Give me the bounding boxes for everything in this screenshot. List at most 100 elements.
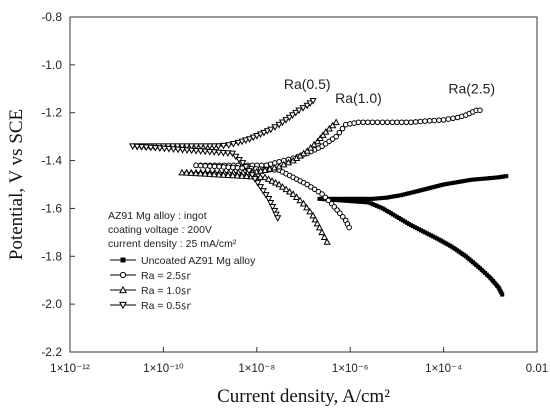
triangle-marker <box>224 171 232 178</box>
square-marker <box>366 200 371 205</box>
circle-marker <box>319 191 325 197</box>
x-tick-label: 1×10⁻⁶ <box>332 363 369 375</box>
triangle-down-marker <box>282 117 290 124</box>
triangle-marker <box>303 147 311 154</box>
info-line: coating voltage : 200V <box>108 224 212 236</box>
triangle-down-marker <box>138 144 146 151</box>
triangle-marker <box>316 134 324 142</box>
triangle-marker <box>311 215 319 223</box>
triangle-marker <box>271 178 280 186</box>
triangle-down-marker <box>225 142 233 149</box>
legend: AZ91 Mg alloy : ingot coating voltage : 2… <box>108 210 256 312</box>
triangle-marker <box>319 131 327 138</box>
triangle-marker <box>313 137 322 145</box>
square-marker <box>386 210 391 215</box>
square-marker <box>483 176 488 181</box>
triangle-down-marker <box>262 192 270 199</box>
square-marker <box>330 197 335 202</box>
square-marker <box>429 233 434 238</box>
triangle-down-marker <box>288 112 297 119</box>
square-marker <box>423 187 428 192</box>
series <box>317 174 509 297</box>
triangle-down-marker <box>219 142 228 150</box>
circle-marker <box>445 116 452 122</box>
circle-marker <box>422 118 428 124</box>
circle-marker <box>216 163 222 170</box>
triangle-marker <box>256 173 265 180</box>
triangle-down-marker <box>142 144 150 152</box>
triangle-down-marker <box>285 114 294 122</box>
square-marker <box>384 195 389 200</box>
circle-marker <box>408 119 414 126</box>
square-marker <box>372 196 377 201</box>
triangle-down-marker <box>254 180 262 187</box>
square-marker <box>392 213 397 218</box>
circle-marker <box>339 214 346 220</box>
triangle-marker <box>296 196 304 204</box>
square-marker <box>467 178 472 183</box>
triangle-down-marker <box>169 146 178 153</box>
square-marker <box>353 199 358 204</box>
legend-entry: Ra = 2.5㏛ <box>141 270 192 282</box>
square-marker <box>411 190 416 195</box>
triangle-marker <box>289 190 297 197</box>
circle-marker <box>119 271 127 279</box>
triangle-down-marker <box>242 164 250 171</box>
legend-entry: Ra = 0.5㏛ <box>141 300 192 312</box>
cathodic-branch-line <box>319 198 503 295</box>
square-marker <box>425 231 430 236</box>
triangle-marker <box>201 170 209 177</box>
y-tick-label: -0.8 <box>41 10 62 24</box>
triangle-marker <box>210 170 218 178</box>
square-marker <box>335 198 340 203</box>
square-marker <box>462 178 467 183</box>
triangle-down-marker <box>245 168 253 175</box>
square-marker <box>437 183 442 188</box>
triangle-down-marker <box>197 148 205 155</box>
series-layer <box>129 97 509 297</box>
triangle-marker <box>315 223 324 231</box>
circle-marker <box>436 117 442 123</box>
circle-marker <box>384 119 391 126</box>
square-marker <box>368 201 373 206</box>
square-marker <box>429 185 434 190</box>
square-marker <box>365 196 370 201</box>
triangle-down-marker <box>245 136 254 143</box>
triangle-marker <box>215 170 223 178</box>
triangle-down-marker <box>178 147 187 154</box>
square-marker <box>402 219 407 224</box>
circle-marker <box>431 117 438 124</box>
square-marker <box>439 183 444 188</box>
square-marker <box>400 218 405 223</box>
triangle-down-marker <box>256 131 265 139</box>
triangle-down-marker <box>251 176 259 183</box>
square-marker <box>465 178 470 183</box>
triangle-down-marker <box>224 150 232 157</box>
triangle-down-marker <box>253 133 261 140</box>
triangle-down-marker <box>187 143 196 151</box>
square-marker <box>494 175 499 180</box>
triangle-marker <box>187 169 195 176</box>
triangle-down-marker <box>119 301 127 310</box>
triangle-down-marker <box>210 143 218 151</box>
triangle-down-marker <box>174 146 182 154</box>
circle-marker <box>450 115 456 122</box>
square-marker <box>396 216 401 220</box>
triangle-down-marker <box>234 139 242 147</box>
triangle-marker <box>282 185 290 193</box>
square-marker <box>389 194 394 199</box>
triangle-marker <box>219 171 228 178</box>
square-marker <box>488 176 493 181</box>
triangle-marker <box>322 128 330 135</box>
circle-marker <box>412 119 419 125</box>
square-marker <box>504 174 509 179</box>
triangle-down-marker <box>192 147 200 155</box>
triangle-marker <box>332 118 340 126</box>
square-marker <box>368 196 373 201</box>
square-marker <box>443 182 448 187</box>
triangle-down-marker <box>260 129 268 137</box>
triangle-marker <box>238 172 246 179</box>
circle-marker <box>325 197 332 204</box>
triangle-marker <box>206 170 214 177</box>
triangle-down-marker <box>278 119 287 127</box>
